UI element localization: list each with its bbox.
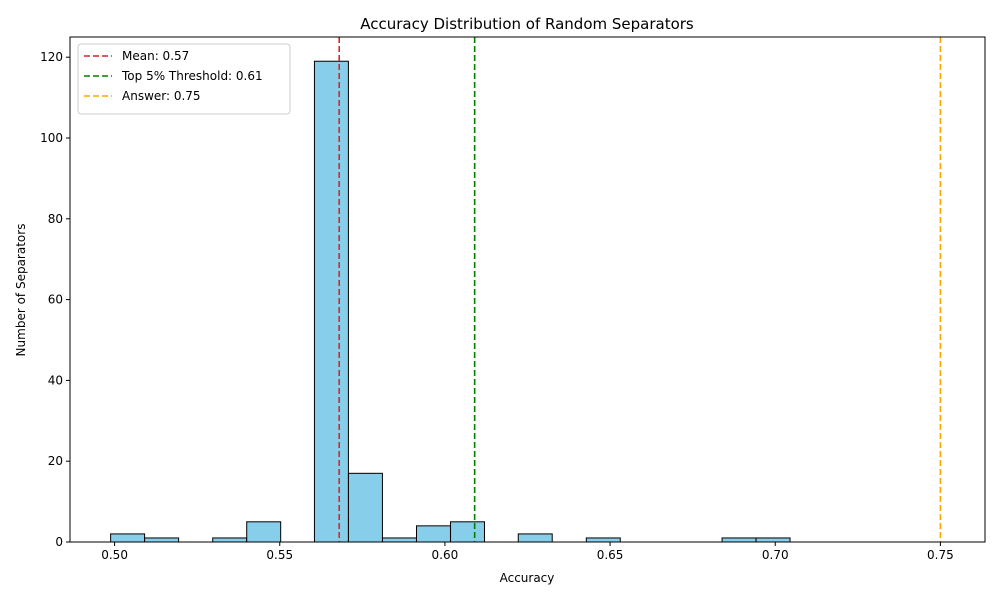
histogram-bar-8 — [450, 521, 485, 543]
legend-box — [77, 43, 291, 115]
chart-title: Accuracy Distribution of Random Separato… — [360, 15, 694, 33]
legend-label-1: Top 5% Threshold: 0.61 — [121, 69, 263, 83]
y-tick-label-5: 100 — [40, 131, 63, 145]
legend-label-0: Mean: 0.57 — [122, 49, 189, 63]
legend-items: Mean: 0.57 Top 5% Threshold: 0.61 Answer: … — [84, 49, 263, 103]
histogram-bar-12 — [755, 537, 791, 543]
y-tick-label-2: 40 — [48, 373, 63, 387]
histogram-bar-1 — [144, 537, 180, 543]
x-axis-ticks: 0.50 0.55 0.60 0.65 0.70 0.75 — [101, 542, 954, 562]
x-tick-label-0: 0.50 — [101, 548, 128, 562]
histogram-bar-7 — [416, 525, 451, 543]
histogram-bar-4 — [313, 60, 349, 543]
x-tick-label-2: 0.60 — [432, 548, 459, 562]
histogram-bar-10 — [585, 537, 621, 543]
x-axis-label: Accuracy — [500, 571, 555, 585]
y-tick-label-3: 60 — [48, 293, 63, 307]
x-tick-label-5: 0.75 — [927, 548, 954, 562]
x-tick-label-3: 0.65 — [597, 548, 624, 562]
y-tick-label-0: 0 — [55, 535, 63, 549]
histogram-bar-5 — [347, 472, 383, 543]
y-tick-label-4: 80 — [48, 212, 63, 226]
x-tick-label-4: 0.70 — [762, 548, 789, 562]
y-tick-label-1: 20 — [48, 454, 63, 468]
y-axis-ticks: 0 20 40 60 80 100 120 — [40, 50, 70, 549]
histogram-bar-3 — [246, 521, 282, 543]
y-tick-label-6: 120 — [40, 50, 63, 64]
reference-lines-layer — [338, 37, 942, 542]
y-axis-label: Number of Separators — [14, 224, 28, 357]
histogram-bar-2 — [212, 537, 248, 543]
histogram-bar-6 — [381, 537, 417, 543]
histogram-bar-0 — [110, 533, 146, 543]
histogram-bar-11 — [721, 537, 757, 543]
histogram-bar-9 — [517, 533, 553, 543]
bars-layer — [110, 60, 791, 543]
legend: Mean: 0.57 Top 5% Threshold: 0.61 Answer: … — [77, 43, 291, 115]
x-tick-label-1: 0.55 — [266, 548, 293, 562]
legend-label-2: Answer: 0.75 — [122, 89, 201, 103]
plot-frame — [69, 36, 986, 543]
